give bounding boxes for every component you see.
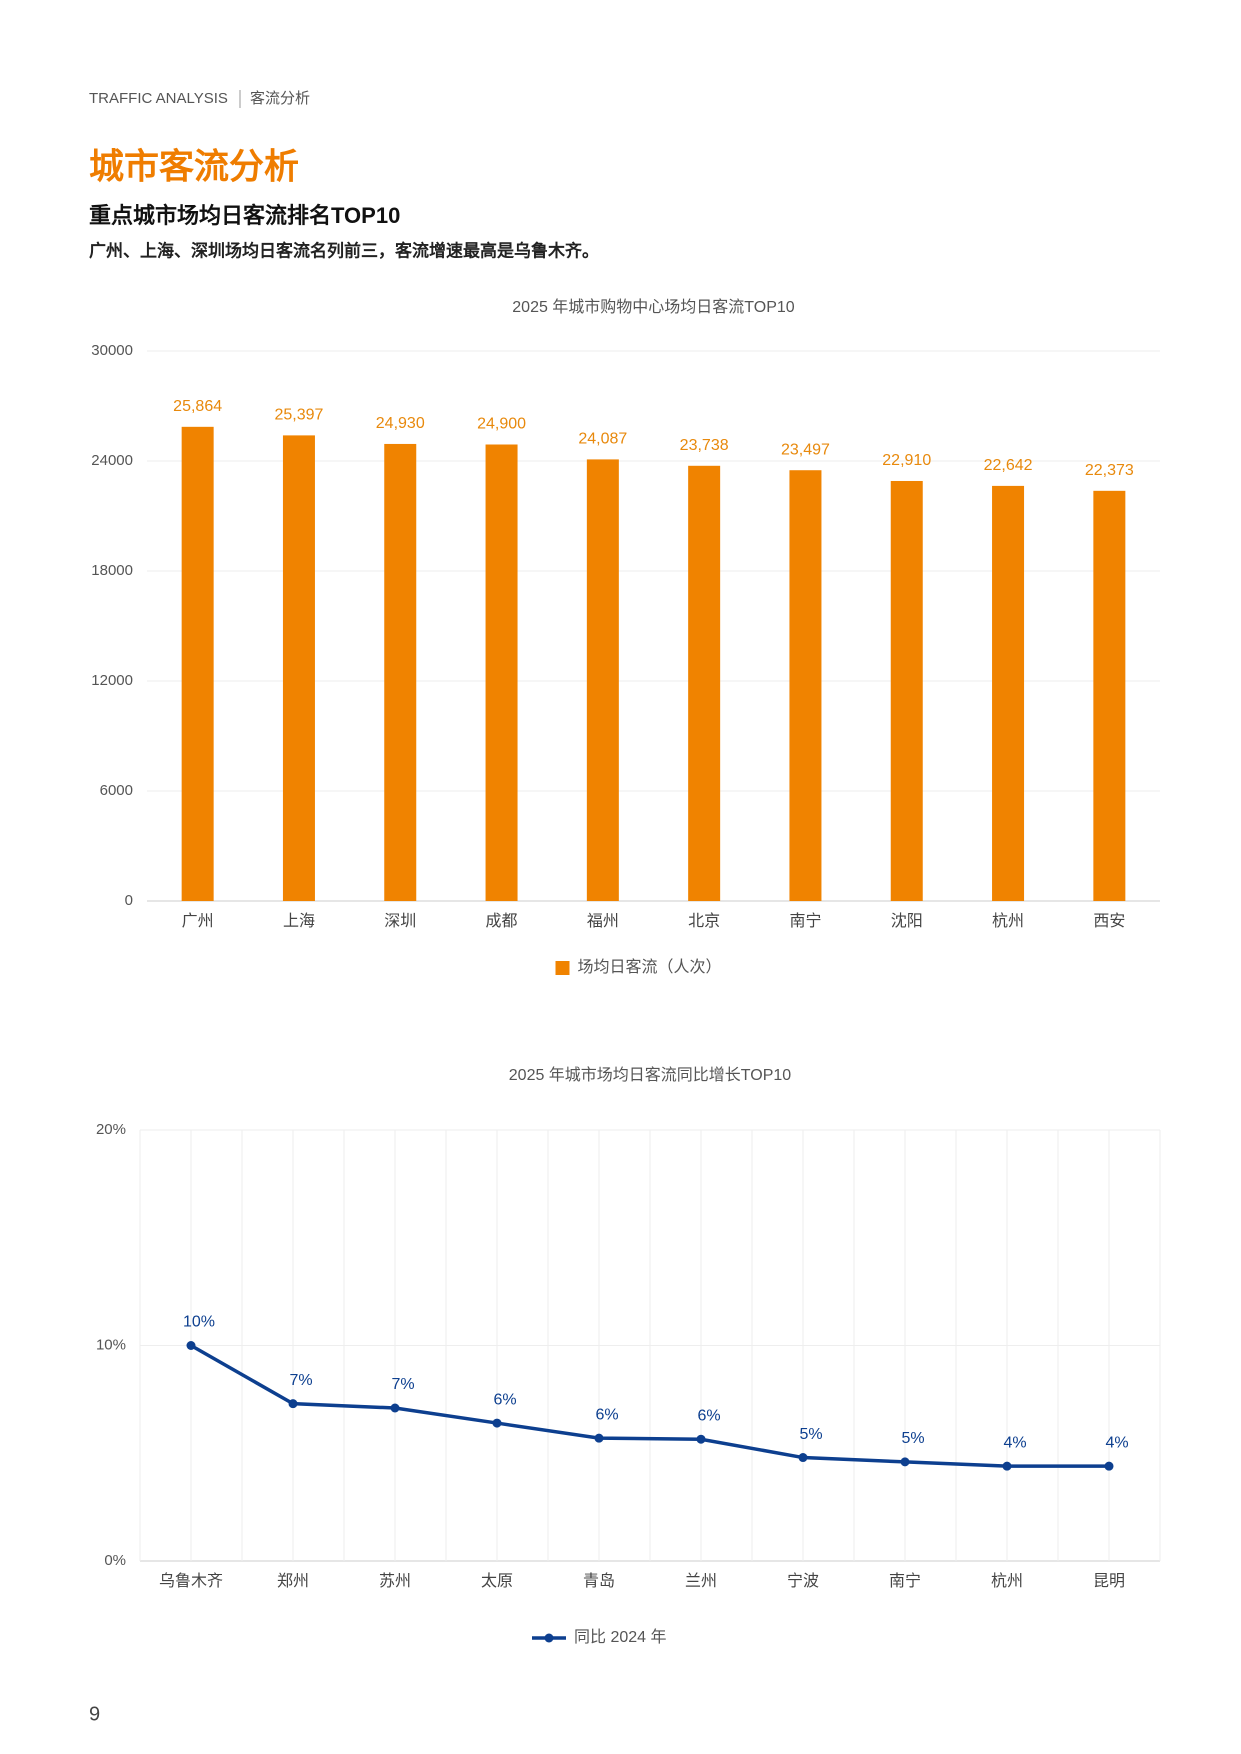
value-label: 25,864 <box>173 398 222 415</box>
value-label: 5% <box>799 1426 822 1443</box>
legend-label: 同比 2024 年 <box>574 1628 667 1646</box>
y-tick-label: 0 <box>125 892 133 909</box>
bar <box>384 443 417 901</box>
y-tick-label: 20% <box>96 1121 126 1138</box>
x-tick-label: 昆明 <box>1093 1573 1125 1590</box>
x-tick-label: 杭州 <box>992 912 1024 930</box>
value-label: 24,930 <box>376 415 425 432</box>
page-number: 9 <box>89 1703 100 1725</box>
bar <box>181 426 214 901</box>
value-label: 5% <box>901 1430 924 1447</box>
value-label: 7% <box>289 1372 312 1389</box>
value-label: 4% <box>1003 1434 1026 1451</box>
section-label: TRAFFIC ANALYSIS <box>89 90 228 107</box>
bar <box>586 459 619 901</box>
section-label: 客流分析 <box>250 90 310 107</box>
y-tick-label: 18000 <box>91 562 133 579</box>
x-tick-label: 青岛 <box>583 1572 615 1590</box>
x-tick-label: 上海 <box>283 912 315 930</box>
x-tick-label: 郑州 <box>277 1572 309 1590</box>
value-label: 23,497 <box>781 441 830 458</box>
chart-title: 2025 年城市场均日客流同比增长TOP10 <box>509 1066 792 1084</box>
bar <box>282 435 315 901</box>
bar <box>1093 490 1126 901</box>
point <box>798 1453 808 1463</box>
value-label: 4% <box>1105 1434 1128 1451</box>
x-tick-label: 成都 <box>486 912 518 930</box>
chart-title: 2025 年城市购物中心场均日客流TOP10 <box>512 298 795 316</box>
y-tick-label: 0% <box>104 1552 126 1569</box>
y-tick-label: 30000 <box>91 342 133 359</box>
point <box>186 1341 196 1350</box>
x-tick-label: 沈阳 <box>891 912 923 930</box>
y-tick-label: 24000 <box>91 452 133 469</box>
y-tick-label: 10% <box>96 1336 126 1353</box>
bar <box>688 465 721 901</box>
page-title: 城市客流分析 <box>89 146 299 186</box>
x-tick-label: 北京 <box>688 912 720 930</box>
point <box>1002 1461 1012 1471</box>
point <box>1104 1461 1114 1471</box>
x-tick-label: 南宁 <box>889 1572 921 1590</box>
bar <box>890 480 923 901</box>
point <box>492 1418 502 1428</box>
x-tick-label: 宁波 <box>787 1572 819 1590</box>
x-tick-label: 深圳 <box>384 912 416 930</box>
x-tick-label: 苏州 <box>379 1572 411 1590</box>
value-label: 23,738 <box>680 437 729 454</box>
point <box>594 1433 604 1443</box>
value-label: 7% <box>391 1376 414 1393</box>
x-tick-label: 杭州 <box>991 1572 1023 1590</box>
y-tick-label: 6000 <box>100 782 133 799</box>
point <box>288 1399 298 1409</box>
point <box>390 1403 400 1413</box>
value-label: 22,642 <box>984 457 1033 474</box>
x-tick-label: 南宁 <box>789 912 821 930</box>
value-label: 24,087 <box>578 431 627 448</box>
point <box>900 1457 910 1467</box>
legend-swatch <box>555 961 570 975</box>
value-label: 6% <box>493 1391 516 1408</box>
value-label: 22,373 <box>1085 462 1134 479</box>
x-tick-label: 兰州 <box>685 1572 717 1590</box>
value-label: 24,900 <box>477 416 526 433</box>
subtitle: 重点城市场均日客流排名TOP10 <box>89 203 400 228</box>
x-tick-label: 乌鲁木齐 <box>159 1572 223 1590</box>
summary: 广州、上海、深圳场均日客流名列前三，客流增速最高是乌鲁木齐。 <box>89 240 599 260</box>
legend-swatch <box>544 1633 554 1643</box>
y-tick-label: 12000 <box>91 672 133 689</box>
value-label: 6% <box>697 1407 720 1424</box>
value-label: 6% <box>595 1406 618 1423</box>
bar <box>789 470 822 901</box>
legend-label: 场均日客流（人次） <box>578 958 722 976</box>
value-label: 10% <box>183 1314 215 1331</box>
bar <box>485 444 518 901</box>
value-label: 25,397 <box>274 407 323 424</box>
line <box>190 1343 1109 1468</box>
bar <box>992 485 1025 901</box>
x-tick-label: 西安 <box>1093 912 1125 930</box>
point <box>696 1434 706 1444</box>
value-label: 22,910 <box>882 452 931 469</box>
x-tick-label: 广州 <box>182 912 214 930</box>
x-tick-label: 福州 <box>587 912 619 930</box>
x-tick-label: 太原 <box>481 1572 513 1590</box>
